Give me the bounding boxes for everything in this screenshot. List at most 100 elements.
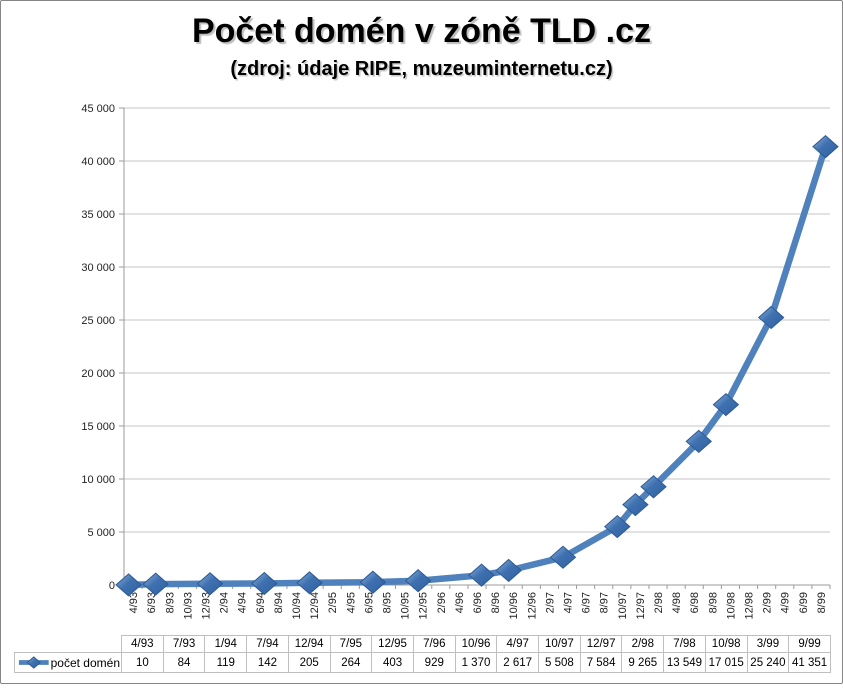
table-header-cell: 7/95 (329, 635, 373, 653)
x-axis-label: 10/95 (400, 592, 412, 620)
y-axis-label: 40 000 (81, 156, 115, 168)
y-axis-label: 25 000 (81, 315, 115, 327)
table-header-cell: 1/94 (204, 635, 248, 653)
x-axis-label: 10/94 (291, 592, 303, 620)
chart-title: Počet domén v zóně TLD .cz (191, 12, 652, 50)
data-point-marker (712, 392, 740, 417)
data-point-marker (404, 569, 432, 593)
data-point-marker (251, 571, 278, 596)
x-axis-labels: 4/93 6/93 8/93 10/93 12/93 2/94 4/94 6/94 8/94 10… (128, 592, 828, 620)
table-value-cell: 403 (371, 652, 414, 673)
axes (123, 108, 830, 586)
y-axis-label: 10 000 (81, 474, 115, 486)
y-axis-labels: 0 5 000 10 000 15 000 20 000 25 000 30 000 35 0… (81, 103, 115, 592)
data-point-marker (115, 573, 142, 597)
table-header-cell: 7/98 (663, 635, 706, 653)
data-point-marker (468, 563, 495, 587)
x-axis-label: 10/97 (617, 592, 629, 620)
table-value-cell: 929 (412, 652, 456, 673)
table-value-cell: 142 (246, 652, 289, 673)
x-axis-label: 2/94 (219, 592, 231, 613)
x-axis-label: 8/98 (707, 592, 719, 613)
x-axis-label: 4/93 (128, 592, 140, 613)
table-header-cell: 2/98 (621, 635, 665, 653)
table-value-cell: 41 351 (788, 652, 831, 673)
data-point-marker (495, 558, 522, 583)
gridlines (124, 107, 830, 533)
x-axis-label: 12/93 (200, 592, 212, 620)
table-value-cell: 5 508 (538, 652, 581, 673)
table-header-cell: 12/95 (371, 635, 414, 653)
x-axis-label: 4/98 (671, 592, 683, 613)
x-axis-label: 4/99 (780, 592, 792, 613)
table-value-cell: 17 015 (704, 652, 748, 673)
table-header-cell: 10/96 (454, 635, 498, 653)
table-value-cell: 7 584 (579, 652, 623, 673)
legend-label: počet domén (50, 655, 120, 670)
x-axis-label: 10/96 (508, 592, 520, 620)
y-axis-ticks (119, 107, 124, 586)
chart-subtitle: (zdroj: údaje RIPE, muzeuminternetu.cz) (230, 58, 613, 80)
data-point-marker (359, 570, 387, 594)
table-corner-cell (15, 636, 122, 653)
x-axis-label: 6/94 (255, 592, 267, 613)
x-axis-label: 12/96 (526, 592, 538, 620)
table-value-cell: 205 (287, 652, 331, 673)
x-axis-label: 8/96 (490, 592, 502, 613)
data-point-marker (812, 135, 839, 159)
table-header-cell: 4/97 (496, 635, 540, 653)
data-point-marker (142, 572, 169, 596)
table-header-cell: 10/97 (538, 635, 581, 653)
table-header-cell: 10/98 (704, 635, 748, 653)
y-axis-label: 0 (109, 580, 115, 592)
legend-cell: počet domén (14, 652, 122, 673)
x-axis-label: 6/93 (146, 592, 158, 613)
x-axis-label: 4/94 (237, 592, 249, 613)
table-header-cell: 7/96 (412, 635, 456, 653)
table-value-cell: 9 265 (621, 652, 665, 673)
x-axis-label: 8/94 (273, 592, 285, 613)
x-axis-label: 4/97 (563, 592, 575, 613)
table-value-cell: 119 (204, 652, 248, 673)
table-value-cell: 1 370 (454, 652, 498, 673)
table-header-cell: 7/93 (162, 635, 206, 653)
table-value-cell: 13 549 (663, 652, 706, 673)
data-point-marker (604, 514, 631, 539)
y-axis-label: 20 000 (81, 368, 115, 380)
data-point-marker (622, 492, 649, 517)
table-header-cell: 9/99 (788, 635, 831, 653)
x-axis-label: 10/93 (182, 592, 194, 620)
y-axis-label: 45 000 (81, 103, 115, 115)
table-header-cell: 12/94 (287, 635, 331, 653)
x-axis-label: 2/95 (327, 592, 339, 613)
x-axis-label: 2/98 (653, 592, 665, 613)
x-axis-label: 8/97 (599, 592, 611, 613)
y-axis-label: 30 000 (81, 262, 115, 274)
table-value-cell: 10 (121, 652, 164, 673)
y-axis-label: 15 000 (81, 421, 115, 433)
table-header-cell: 12/97 (579, 635, 623, 653)
table-header-cell: 7/94 (246, 635, 289, 653)
y-axis-label: 5 000 (87, 527, 115, 539)
x-axis-label: 10/98 (725, 592, 737, 620)
x-axis-label: 12/94 (309, 592, 321, 620)
x-axis-label: 6/97 (581, 592, 593, 613)
data-point-markers (115, 135, 839, 597)
table-header-cell: 3/99 (746, 635, 790, 653)
table-header-cell: 4/93 (121, 635, 164, 653)
x-axis-label: 4/96 (454, 592, 466, 613)
x-axis-label: 2/99 (762, 592, 774, 613)
data-point-marker (685, 429, 713, 454)
data-point-marker (757, 305, 785, 330)
data-point-marker (640, 475, 667, 499)
x-axis-label: 2/97 (544, 592, 556, 613)
table-value-cell: 84 (162, 652, 206, 673)
x-axis-label: 4/95 (345, 592, 357, 613)
x-axis-label: 6/95 (363, 592, 375, 613)
x-axis-label: 8/95 (381, 592, 393, 613)
x-axis-label: 8/99 (816, 592, 828, 613)
series-line (125, 143, 829, 589)
chart-data-table: 4/93 7/93 1/94 7/94 12/94 7/95 12/95 7/96 10/96 4… (14, 635, 831, 673)
